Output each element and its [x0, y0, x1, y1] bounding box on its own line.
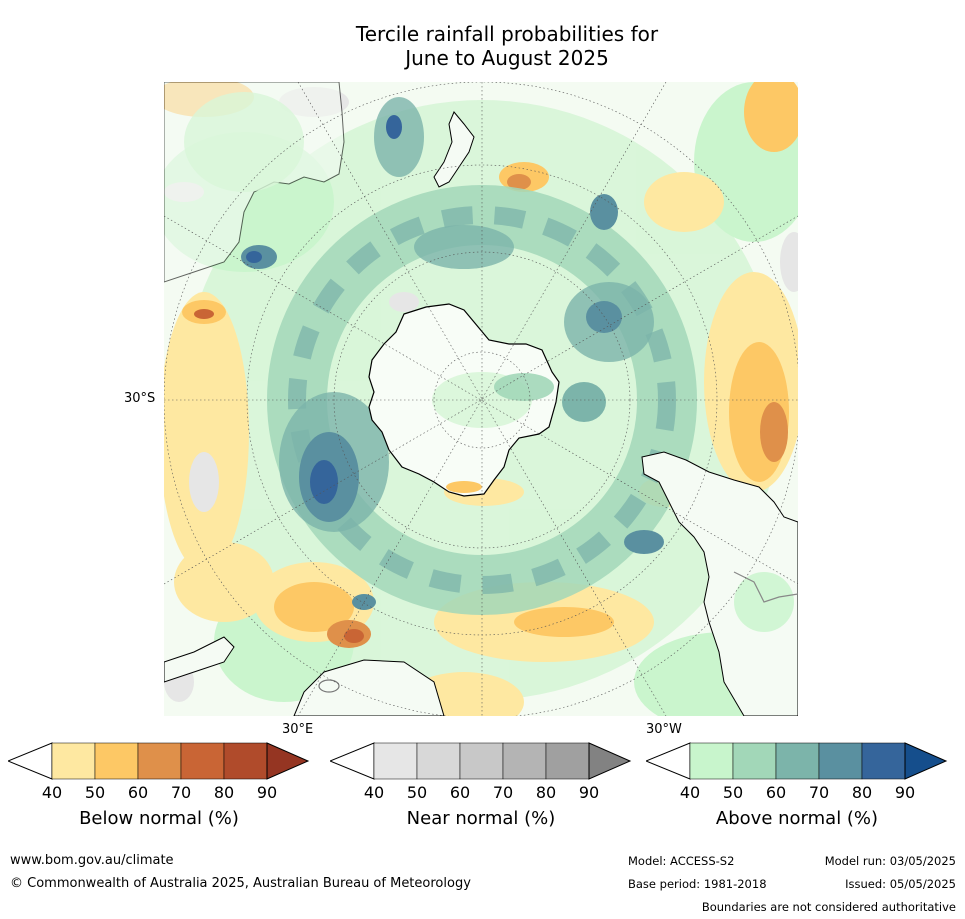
africa-coastline: [164, 636, 445, 716]
footer-disclaimer: Boundaries are not considered authoritat…: [701, 900, 956, 914]
near-normal-label: Near normal (%): [406, 808, 556, 829]
tick: 50: [722, 783, 744, 802]
tick: 90: [894, 783, 916, 802]
tick: 80: [851, 783, 873, 802]
title-line-2: June to August 2025: [405, 46, 609, 70]
footer-model: Model: ACCESS-S2: [628, 854, 735, 868]
tick: 50: [84, 783, 106, 802]
tick: 40: [41, 783, 63, 802]
tick: 60: [449, 783, 471, 802]
above-normal-colorbar: [646, 742, 948, 780]
tick: 90: [256, 783, 278, 802]
below-normal-label: Below normal (%): [79, 808, 239, 829]
tick: 80: [213, 783, 235, 802]
footer-copyright: © Commonwealth of Australia 2025, Austra…: [10, 876, 471, 891]
footer-base-period: Base period: 1981-2018: [628, 877, 767, 891]
tick: 90: [578, 783, 600, 802]
lat-label-30s: 30°S: [124, 391, 156, 406]
tick: 60: [127, 783, 149, 802]
tick: 40: [679, 783, 701, 802]
graticule: [164, 82, 798, 716]
rainfall-map: [164, 82, 798, 716]
near-normal-colorbar: [330, 742, 632, 780]
below-normal-colorbar: [8, 742, 310, 780]
title-line-1: Tercile rainfall probabilities for: [355, 22, 659, 46]
above-normal-ticks: 40 50 60 70 80 90: [646, 783, 948, 803]
chart-title: Tercile rainfall probabilities for June …: [0, 22, 965, 70]
tick: 50: [406, 783, 428, 802]
footer-issued: Issued: 05/05/2025: [845, 877, 956, 891]
footer-model-run: Model run: 03/05/2025: [824, 854, 956, 868]
footer-url: www.bom.gov.au/climate: [10, 853, 174, 868]
tick: 40: [363, 783, 385, 802]
tick: 70: [492, 783, 514, 802]
near-normal-ticks: 40 50 60 70 80 90: [330, 783, 632, 803]
south-america-coastline: [641, 451, 798, 716]
lon-label-30e: 30°E: [282, 722, 314, 737]
above-normal-label: Above normal (%): [715, 808, 879, 829]
lon-label-30w: 30°W: [646, 722, 682, 737]
tick: 80: [535, 783, 557, 802]
tick: 70: [808, 783, 830, 802]
tick: 70: [170, 783, 192, 802]
tick: 60: [765, 783, 787, 802]
below-normal-ticks: 40 50 60 70 80 90: [8, 783, 310, 803]
